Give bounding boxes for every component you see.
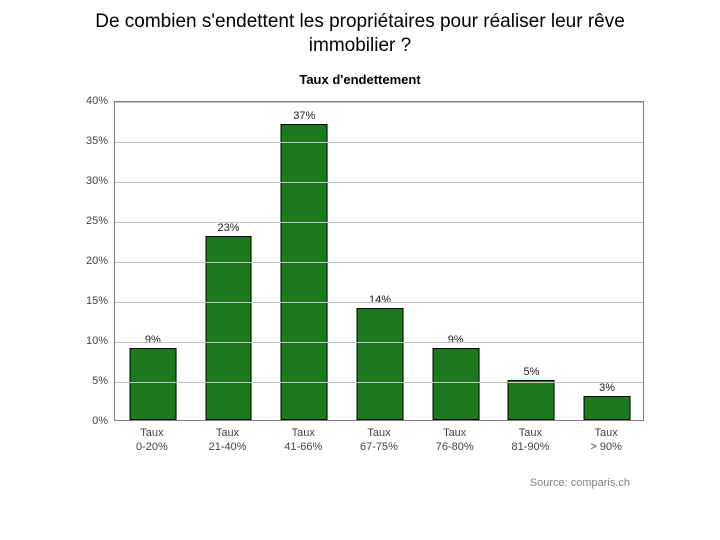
y-tick-label: 10%	[60, 335, 108, 347]
bar-value-label: 14%	[369, 294, 391, 306]
bar	[205, 236, 252, 420]
y-tick-label: 40%	[60, 95, 108, 107]
bar-slot: 5%	[494, 102, 570, 420]
x-tick-label-line1: Taux	[341, 427, 417, 439]
y-tick-label: 20%	[60, 255, 108, 267]
bar-value-label: 23%	[218, 222, 240, 234]
bar-value-label: 9%	[145, 334, 161, 346]
x-tick-label-line1: Taux	[190, 427, 266, 439]
bar	[129, 348, 176, 420]
chart-source: Source: comparis.ch	[530, 477, 630, 489]
gridline	[115, 222, 643, 223]
x-tick-label-line2: 21-40%	[190, 441, 266, 453]
bar	[281, 124, 328, 420]
bar	[584, 396, 631, 420]
x-tick-label-line2: 67-75%	[341, 441, 417, 453]
y-tick-label: 15%	[60, 295, 108, 307]
gridline	[115, 302, 643, 303]
bar	[357, 308, 404, 420]
gridline	[115, 102, 643, 103]
x-tick-label-line1: Taux	[568, 427, 644, 439]
bar-value-label: 37%	[293, 110, 315, 122]
x-tick-label-line1: Taux	[114, 427, 190, 439]
gridline	[115, 142, 643, 143]
plot-area: 9% 23% 37% 14% 9% 5% 3%	[114, 101, 644, 421]
gridline	[115, 262, 643, 263]
bar-slot: 14%	[342, 102, 418, 420]
y-tick-label: 25%	[60, 215, 108, 227]
bar-slot: 3%	[569, 102, 645, 420]
bar-slot: 9%	[418, 102, 494, 420]
bar-value-label: 9%	[448, 334, 464, 346]
x-tick-label-line1: Taux	[417, 427, 493, 439]
x-tick-label-line2: 41-66%	[265, 441, 341, 453]
x-tick-label-line2: 81-90%	[493, 441, 569, 453]
gridline	[115, 342, 643, 343]
chart-title: Taux d'endettement	[0, 72, 720, 87]
x-axis-labels: Taux0-20%Taux21-40%Taux41-66%Taux67-75%T…	[114, 425, 644, 465]
x-tick-label-line2: 0-20%	[114, 441, 190, 453]
page-title: De combien s'endettent les propriétaires…	[0, 0, 720, 62]
x-tick-label-line1: Taux	[493, 427, 569, 439]
bars-layer: 9% 23% 37% 14% 9% 5% 3%	[115, 102, 643, 420]
gridline	[115, 382, 643, 383]
bar-slot: 37%	[266, 102, 342, 420]
chart-container: 9%23%37%14%9%5%3% Taux0-20%Taux21-40%Tau…	[60, 93, 660, 493]
bar-slot: 9%	[115, 102, 191, 420]
bar-value-label: 3%	[599, 382, 615, 394]
x-tick-label-line1: Taux	[265, 427, 341, 439]
bar-value-label: 5%	[523, 366, 539, 378]
x-tick-label-line2: 76-80%	[417, 441, 493, 453]
gridline	[115, 182, 643, 183]
bar	[432, 348, 479, 420]
y-tick-label: 5%	[60, 375, 108, 387]
bar	[508, 380, 555, 420]
x-tick-label-line2: > 90%	[568, 441, 644, 453]
bar-slot: 23%	[191, 102, 267, 420]
y-tick-label: 30%	[60, 175, 108, 187]
y-tick-label: 0%	[60, 415, 108, 427]
y-tick-label: 35%	[60, 135, 108, 147]
